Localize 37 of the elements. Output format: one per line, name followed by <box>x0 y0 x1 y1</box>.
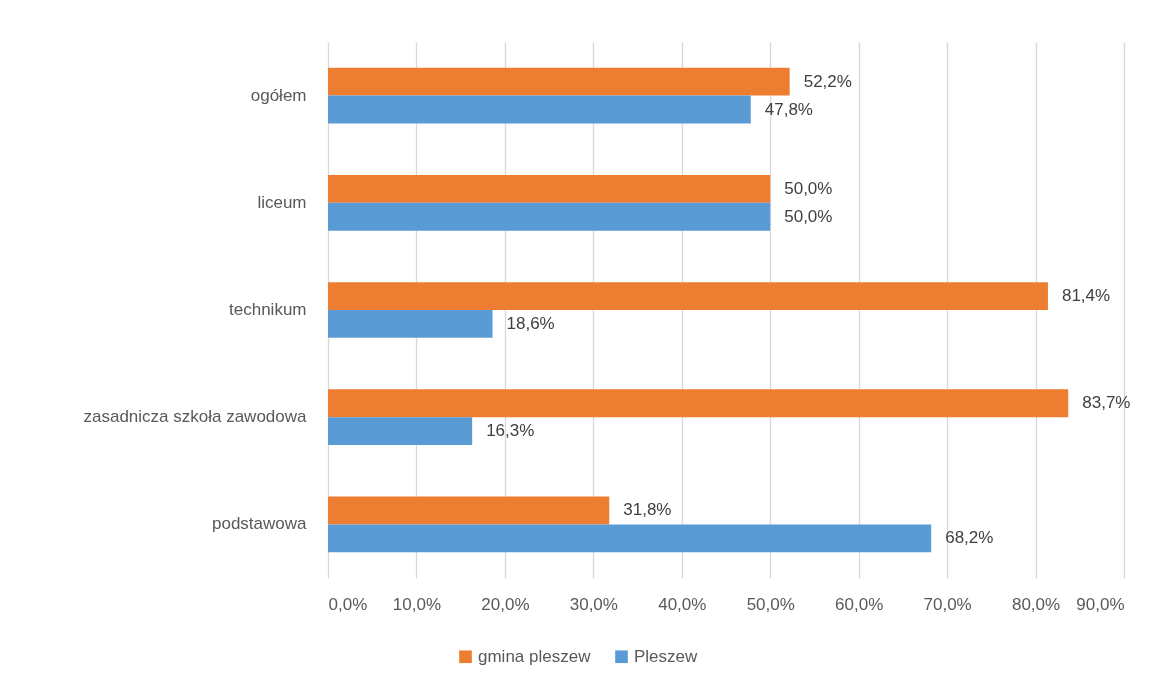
data-label: 16,3% <box>486 421 535 441</box>
x-tick-label: 90,0% <box>1076 594 1125 614</box>
x-tick-label: 50,0% <box>746 594 795 614</box>
x-tick-label: 70,0% <box>923 594 972 614</box>
x-tick-label: 80,0% <box>1011 594 1061 614</box>
y-tick-label: ogółem <box>250 85 307 105</box>
legend-label: gmina pleszew <box>478 646 592 666</box>
y-tick-label: zasadnicza szkoła zawodowa <box>83 407 308 427</box>
bar <box>328 496 610 525</box>
data-label: 50,0% <box>784 178 833 198</box>
y-tick-label: technikum <box>229 300 307 319</box>
data-label: 68,2% <box>945 528 994 548</box>
data-label: 52,2% <box>803 71 852 91</box>
x-tick-label: 0,0% <box>328 594 368 614</box>
bar <box>328 389 1069 418</box>
y-tick-label: liceum <box>257 192 307 212</box>
x-tick-label: 30,0% <box>569 594 618 614</box>
x-tick-label: 40,0% <box>658 594 707 614</box>
bar <box>328 67 790 96</box>
data-label: 50,0% <box>784 206 833 226</box>
bar <box>328 282 1048 310</box>
data-label: 31,8% <box>623 500 672 520</box>
data-label: 83,7% <box>1082 393 1131 413</box>
x-tick-label: 20,0% <box>481 594 530 614</box>
legend-label: Pleszew <box>634 646 699 666</box>
bar <box>328 95 751 124</box>
x-tick-label: 10,0% <box>392 594 442 614</box>
data-label: 47,8% <box>764 99 813 119</box>
bar <box>328 310 493 338</box>
data-label: 81,4% <box>1061 286 1111 306</box>
bar <box>328 174 771 203</box>
bar <box>328 417 473 446</box>
y-tick-label: podstawowa <box>211 514 308 534</box>
x-tick-label: 60,0% <box>835 594 884 614</box>
data-label: 18,6% <box>506 313 555 333</box>
bar <box>328 524 932 553</box>
bar <box>328 202 771 231</box>
